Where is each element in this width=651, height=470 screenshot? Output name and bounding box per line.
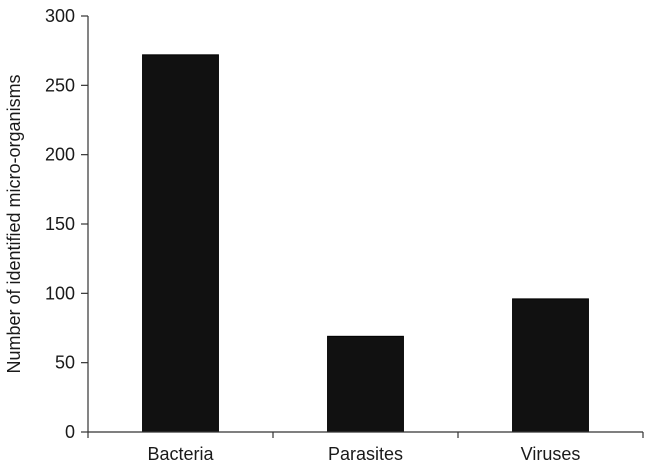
y-tick-label: 150 xyxy=(45,214,75,234)
y-axis-title: Number of identified micro-organisms xyxy=(4,74,24,373)
bar-parasites xyxy=(327,335,404,433)
bars-group xyxy=(142,54,589,433)
y-tick-label: 300 xyxy=(45,6,75,26)
y-axis-ticks: 0 50 100 150 200 250 300 xyxy=(45,6,88,442)
x-tick-label-viruses: Viruses xyxy=(521,444,581,464)
y-tick-label: 250 xyxy=(45,75,75,95)
y-tick-label: 0 xyxy=(65,422,75,442)
y-tick-label: 200 xyxy=(45,145,75,165)
bar-viruses xyxy=(512,298,589,433)
x-axis-ticks: Bacteria Parasites Viruses xyxy=(87,432,644,464)
y-tick-label: 50 xyxy=(55,353,75,373)
x-tick-label-bacteria: Bacteria xyxy=(147,444,214,464)
y-tick-label: 100 xyxy=(45,283,75,303)
bar-bacteria xyxy=(142,54,219,433)
x-tick-label-parasites: Parasites xyxy=(328,444,403,464)
